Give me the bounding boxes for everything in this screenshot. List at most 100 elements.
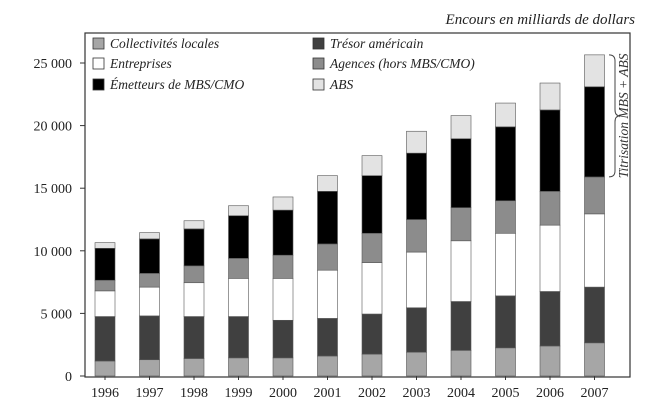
bar-entreprises-1999 — [228, 278, 249, 317]
legend-label: Agences (hors MBS/CMO) — [329, 56, 475, 71]
bar-emetteurs-de-mbs-cmo-1999 — [228, 215, 249, 259]
x-tick-label: 2001 — [314, 386, 342, 401]
bar-tresor-americain-2000 — [272, 319, 294, 359]
y-tick-label: 15 000 — [34, 182, 73, 197]
bar-collectivites-locales-1999 — [228, 357, 249, 377]
bar-entreprises-2003 — [406, 251, 427, 309]
bar-agences-hors-mbs-cmo-2007 — [584, 176, 605, 215]
legend-swatch — [92, 37, 105, 50]
legend-swatch — [92, 78, 105, 91]
y-tick-label: 5 000 — [41, 307, 73, 322]
bar-tresor-americain-2007 — [584, 286, 605, 344]
bar-stack-2007 — [584, 54, 605, 377]
legend-item-emetteurs-de-mbs-cmo: Émetteurs de MBS/CMO — [92, 77, 244, 92]
bar-tresor-americain-2001 — [317, 318, 338, 357]
bar-agences-hors-mbs-cmo-1998 — [183, 265, 205, 284]
bar-emetteurs-de-mbs-cmo-2002 — [361, 175, 383, 234]
bar-abs-2000 — [272, 196, 294, 211]
unit-label: Encours en milliards de dollars — [445, 12, 636, 28]
x-tick-label: 2005 — [492, 386, 520, 401]
bar-abs-2001 — [317, 175, 338, 192]
x-tick-label: 2006 — [536, 386, 564, 401]
bar-collectivites-locales-2007 — [584, 342, 605, 377]
y-tick-label: 20 000 — [34, 120, 73, 135]
bar-collectivites-locales-2006 — [539, 345, 561, 377]
x-tick-label: 2003 — [403, 386, 431, 401]
bar-collectivites-locales-2000 — [272, 357, 294, 377]
legend-label: ABS — [329, 77, 353, 92]
bar-collectivites-locales-1996 — [94, 360, 116, 377]
bar-tresor-americain-1999 — [228, 316, 249, 359]
legend: Collectivités locales Trésor américain Ent… — [92, 36, 475, 92]
bar-stack-2003 — [406, 130, 427, 377]
bar-emetteurs-de-mbs-cmo-2007 — [584, 86, 605, 178]
bar-tresor-americain-1997 — [139, 315, 160, 361]
bar-entreprises-2004 — [450, 240, 472, 302]
bar-entreprises-2001 — [317, 269, 338, 319]
bar-abs-1998 — [183, 220, 205, 230]
bar-abs-2005 — [495, 102, 516, 128]
bar-entreprises-2005 — [495, 232, 516, 297]
bar-tresor-americain-2003 — [406, 307, 427, 353]
bar-collectivites-locales-2004 — [450, 350, 472, 377]
legend-swatch — [312, 78, 325, 91]
legend-item-collectivites-locales: Collectivités locales — [92, 36, 219, 51]
bar-stack-1997 — [139, 232, 160, 377]
bar-stack-1998 — [183, 220, 205, 377]
bar-emetteurs-de-mbs-cmo-2006 — [539, 109, 561, 192]
bar-emetteurs-de-mbs-cmo-1996 — [94, 247, 116, 281]
bar-abs-1996 — [94, 242, 116, 249]
legend-item-entreprises: Entreprises — [92, 56, 172, 71]
bar-entreprises-2006 — [539, 224, 561, 292]
x-tick-label: 1997 — [136, 386, 164, 401]
bar-tresor-americain-2006 — [539, 291, 561, 347]
bar-emetteurs-de-mbs-cmo-2004 — [450, 138, 472, 208]
bar-tresor-americain-1996 — [94, 316, 116, 362]
legend-swatch — [312, 37, 325, 50]
brace-label: Titrisation MBS + ABS — [616, 53, 631, 178]
bar-stack-2006 — [539, 82, 561, 377]
bar-tresor-americain-1998 — [183, 316, 205, 359]
legend-label: Collectivités locales — [110, 36, 219, 51]
bar-agences-hors-mbs-cmo-2002 — [361, 232, 383, 263]
bar-abs-2004 — [450, 115, 472, 140]
brace-shape — [608, 54, 621, 178]
bar-collectivites-locales-2002 — [361, 353, 383, 377]
x-tick-label: 2000 — [269, 386, 297, 401]
bar-stack-2005 — [495, 102, 516, 377]
x-tick-label: 2002 — [358, 386, 386, 401]
legend-label: Entreprises — [109, 56, 172, 71]
y-tick-label: 10 000 — [34, 245, 73, 260]
bar-entreprises-1996 — [94, 290, 116, 317]
bar-emetteurs-de-mbs-cmo-2005 — [495, 126, 516, 202]
bar-collectivites-locales-2003 — [406, 351, 427, 377]
x-tick-label: 1999 — [225, 386, 253, 401]
legend-swatch — [312, 57, 325, 70]
bar-abs-1997 — [139, 232, 160, 240]
bar-abs-2003 — [406, 130, 427, 154]
bar-agences-hors-mbs-cmo-1996 — [94, 279, 116, 292]
bar-agences-hors-mbs-cmo-2001 — [317, 243, 338, 271]
y-axis: 0 5 000 10 000 15 000 20 000 25 000 — [34, 57, 85, 385]
bar-agences-hors-mbs-cmo-1999 — [228, 258, 249, 279]
bar-abs-1999 — [228, 205, 249, 217]
bar-tresor-americain-2004 — [450, 301, 472, 351]
bar-emetteurs-de-mbs-cmo-2003 — [406, 152, 427, 220]
legend-item-abs: ABS — [312, 77, 353, 92]
bar-emetteurs-de-mbs-cmo-1997 — [139, 238, 160, 274]
bar-abs-2002 — [361, 155, 383, 176]
bar-stack-2004 — [450, 115, 472, 377]
bar-agences-hors-mbs-cmo-2000 — [272, 254, 294, 279]
y-tick-label: 25 000 — [34, 57, 73, 72]
bar-collectivites-locales-2001 — [317, 355, 338, 377]
bar-stacks — [94, 54, 605, 377]
bar-collectivites-locales-2005 — [495, 347, 516, 377]
legend-item-agences-hors-mbs-cmo: Agences (hors MBS/CMO) — [312, 56, 475, 71]
x-tick-label: 2007 — [581, 386, 609, 401]
bar-tresor-americain-2005 — [495, 295, 516, 349]
bar-stack-2002 — [361, 155, 383, 377]
bar-entreprises-2007 — [584, 213, 605, 288]
x-tick-label: 2004 — [447, 386, 475, 401]
legend-label: Émetteurs de MBS/CMO — [109, 77, 244, 92]
